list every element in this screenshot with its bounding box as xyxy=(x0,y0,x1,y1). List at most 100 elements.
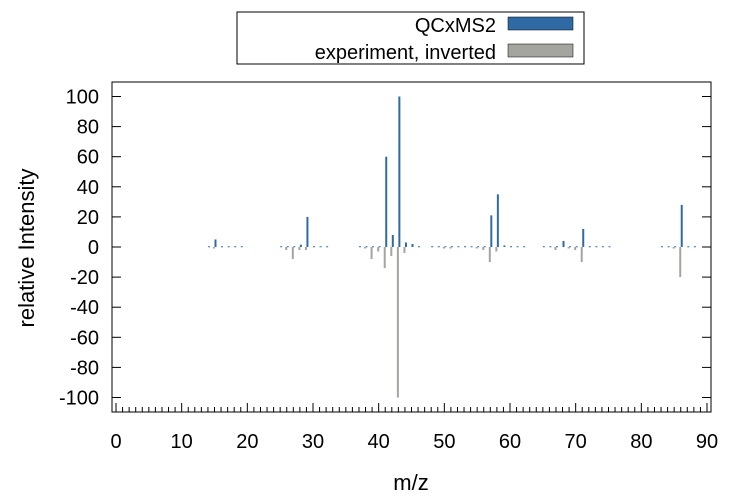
bars xyxy=(207,96,696,398)
experiment-bar xyxy=(291,247,294,260)
qcxms2-bar xyxy=(221,246,224,248)
qcxms2-bar xyxy=(490,215,493,247)
legend-swatch-1 xyxy=(507,43,574,58)
qcxms2-bar xyxy=(588,246,591,248)
qcxms2-bar xyxy=(326,246,329,248)
y-tick-label: 40 xyxy=(77,177,99,199)
qcxms2-bar xyxy=(299,244,302,247)
legend-box xyxy=(236,11,585,65)
qcxms2-bar xyxy=(450,246,453,248)
qcxms2-bar xyxy=(595,246,598,248)
x-tick-label: 30 xyxy=(302,431,324,453)
y-tick-label: -40 xyxy=(70,297,99,319)
x-tick-label: 70 xyxy=(565,431,587,453)
x-tick-label: 90 xyxy=(696,431,718,453)
y-tick-label: 20 xyxy=(77,207,99,229)
qcxms2-bar xyxy=(661,246,664,248)
qcxms2-bar xyxy=(391,234,394,247)
axis-ticks xyxy=(112,96,711,412)
qcxms2-bar xyxy=(693,246,696,248)
y-tick-labels: -100 -80 -60 -40 -20 0 20 40 60 80 100 xyxy=(59,87,99,410)
qcxms2-bar xyxy=(234,246,237,248)
experiment-bar xyxy=(390,247,393,257)
y-tick-label: -60 xyxy=(70,327,99,349)
qcxms2-bar xyxy=(464,246,467,248)
y-tick-label: 80 xyxy=(77,117,99,139)
legend-swatch-0 xyxy=(507,16,574,31)
experiment-bar xyxy=(475,247,478,249)
qcxms2-bar xyxy=(214,239,217,247)
y-tick-label: 60 xyxy=(77,147,99,169)
experiment-bar xyxy=(442,247,445,249)
experiment-bar xyxy=(298,247,301,251)
legend-label-0: QCxMS2 xyxy=(415,15,496,37)
qcxms2-bar xyxy=(470,246,473,248)
experiment-bar xyxy=(574,247,577,251)
qcxms2-bar xyxy=(280,246,283,248)
qcxms2-bar xyxy=(372,246,375,248)
experiment-bar xyxy=(370,247,373,260)
qcxms2-bar xyxy=(207,246,210,248)
experiment-bar xyxy=(495,247,498,252)
x-tick-labels: 0 10 20 30 40 50 60 70 80 90 xyxy=(110,431,718,453)
qcxms2-bar xyxy=(444,246,447,248)
experiment-bar xyxy=(213,247,215,249)
experiment-bar xyxy=(679,247,682,278)
y-tick-label: -20 xyxy=(70,267,99,289)
qcxms2-bar xyxy=(418,246,421,248)
qcxms2-bar xyxy=(496,194,499,247)
qcxms2-bar xyxy=(510,246,512,248)
qcxms2-bar xyxy=(687,246,690,248)
x-tick-label: 10 xyxy=(171,431,193,453)
y-axis-label: relative Intensity xyxy=(14,169,39,328)
qcxms2-bar xyxy=(358,246,361,248)
qcxms2-bar xyxy=(293,246,296,248)
qcxms2-bar xyxy=(365,246,368,248)
qcxms2-bar xyxy=(378,246,381,248)
qcxms2-bar xyxy=(398,96,401,247)
x-tick-label: 20 xyxy=(236,431,258,453)
qcxms2-bar xyxy=(286,246,289,248)
qcxms2-bar xyxy=(503,245,506,247)
experiment-bar xyxy=(449,247,452,249)
qcxms2-bar xyxy=(313,246,315,248)
qcxms2-bar xyxy=(319,246,322,248)
y-tick-label: -100 xyxy=(59,388,99,410)
qcxms2-bar xyxy=(227,246,230,248)
qcxms2-bar xyxy=(555,246,558,248)
experiment-bar xyxy=(554,247,557,251)
experiment-bar xyxy=(383,247,386,269)
qcxms2-bar xyxy=(483,246,486,248)
qcxms2-bar xyxy=(477,246,480,248)
qcxms2-bar xyxy=(385,156,388,247)
experiment-bar xyxy=(304,247,307,251)
x-tick-label: 0 xyxy=(110,431,121,453)
experiment-bar xyxy=(482,247,485,251)
qcxms2-bar xyxy=(569,246,572,248)
qcxms2-bar xyxy=(608,246,611,248)
y-tick-label: 100 xyxy=(66,87,99,109)
qcxms2-bar xyxy=(575,246,578,248)
qcxms2-bar xyxy=(582,228,585,247)
qcxms2-bar xyxy=(516,246,519,248)
experiment-bar xyxy=(567,247,570,249)
qcxms2-bar xyxy=(411,243,414,247)
qcxms2-bar xyxy=(601,246,604,248)
x-tick-label: 80 xyxy=(630,431,652,453)
x-tick-label: 60 xyxy=(499,431,521,453)
experiment-bar xyxy=(364,247,367,249)
x-axis-label: m/z xyxy=(393,470,428,495)
qcxms2-bar xyxy=(431,246,434,248)
qcxms2-bar xyxy=(674,246,677,248)
qcxms2-bar xyxy=(562,240,565,247)
qcxms2-bar xyxy=(523,246,526,248)
qcxms2-bar xyxy=(680,204,683,247)
experiment-bar xyxy=(403,247,406,254)
y-tick-label: -80 xyxy=(70,357,99,379)
x-tick-label: 50 xyxy=(433,431,455,453)
qcxms2-bar xyxy=(549,246,552,248)
experiment-bar xyxy=(488,247,491,263)
experiment-bar xyxy=(580,247,583,263)
x-tick-label: 40 xyxy=(368,431,390,453)
